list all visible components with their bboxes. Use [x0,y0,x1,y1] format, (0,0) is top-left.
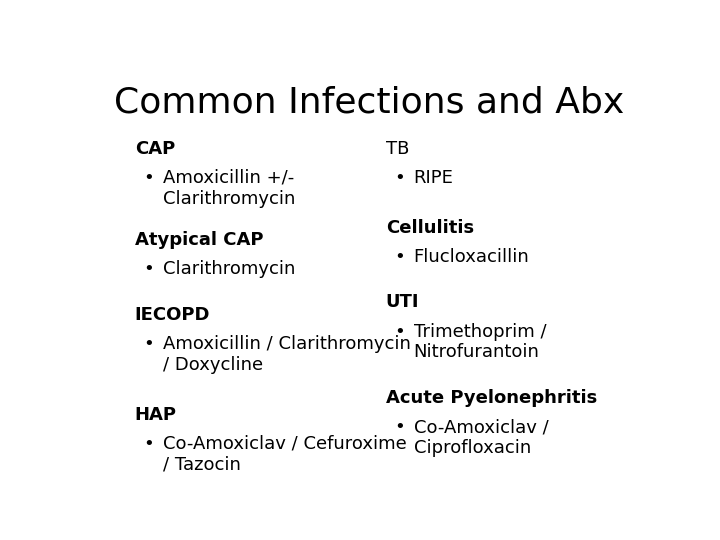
Text: •: • [143,435,154,453]
Text: Clarithromycin: Clarithromycin [163,260,295,278]
Text: Acute Pyelonephritis: Acute Pyelonephritis [386,389,597,407]
Text: TB: TB [386,140,409,158]
Text: Amoxicillin +/-
Clarithromycin: Amoxicillin +/- Clarithromycin [163,168,295,207]
Text: •: • [394,418,405,436]
Text: •: • [143,335,154,353]
Text: •: • [143,260,154,278]
Text: Co-Amoxiclav / Cefuroxime
/ Tazocin: Co-Amoxiclav / Cefuroxime / Tazocin [163,435,406,474]
Text: •: • [394,168,405,187]
Text: Co-Amoxiclav /
Ciprofloxacin: Co-Amoxiclav / Ciprofloxacin [414,418,549,457]
Text: Atypical CAP: Atypical CAP [135,231,263,249]
Text: •: • [394,322,405,341]
Text: Flucloxacillin: Flucloxacillin [414,248,529,266]
Text: •: • [143,168,154,187]
Text: Common Infections and Abx: Common Infections and Abx [114,85,624,119]
Text: Amoxicillin / Clarithromycin
/ Doxycline: Amoxicillin / Clarithromycin / Doxycline [163,335,410,374]
Text: Cellulitis: Cellulitis [386,219,474,237]
Text: •: • [394,248,405,266]
Text: HAP: HAP [135,406,176,424]
Text: IECOPD: IECOPD [135,306,210,324]
Text: CAP: CAP [135,140,175,158]
Text: UTI: UTI [386,294,419,312]
Text: Trimethoprim /
Nitrofurantoin: Trimethoprim / Nitrofurantoin [414,322,546,361]
Text: RIPE: RIPE [414,168,454,187]
